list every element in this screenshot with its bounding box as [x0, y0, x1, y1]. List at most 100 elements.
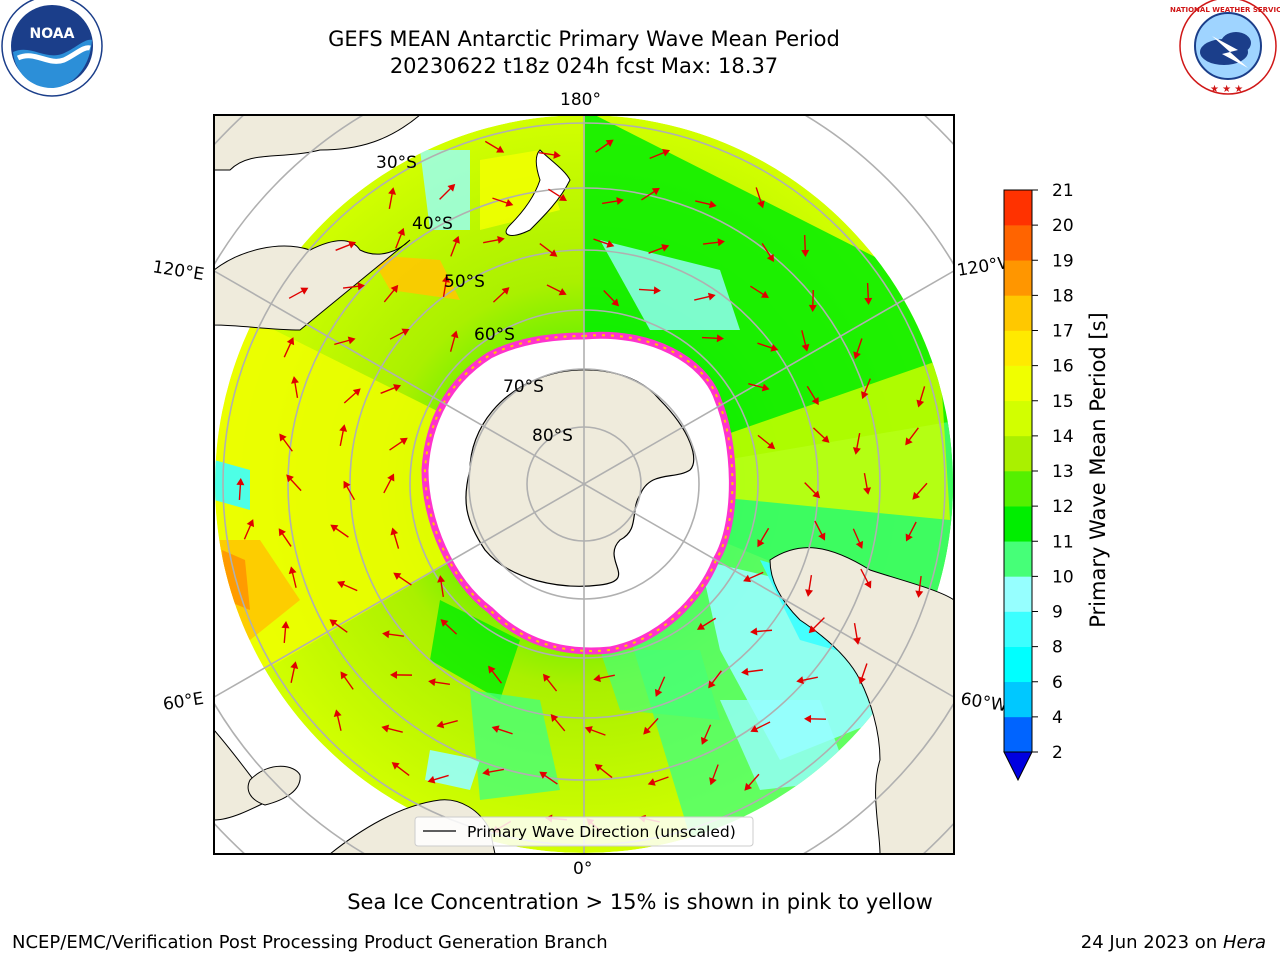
lat-label-80s: 80°S	[532, 426, 573, 446]
wave-arrow-head	[818, 532, 826, 541]
wave-arrow-head	[333, 709, 342, 718]
colorbar-tick-label: 21	[1052, 181, 1074, 201]
wave-arrow-head	[281, 621, 290, 629]
wave-arrow-head	[390, 527, 399, 536]
colorbar-segment	[1004, 716, 1032, 753]
wave-arrow-head	[912, 491, 921, 500]
wave-arrow-head	[436, 720, 445, 729]
map-legend: Primary Wave Direction (unscaled)	[414, 816, 754, 847]
lat-label-40s: 40°S	[412, 214, 453, 234]
wave-arrow-head	[861, 391, 869, 400]
wave-arrow-head	[539, 771, 548, 779]
wave-arrow-head	[593, 674, 601, 683]
lon-label-60w: 60°W	[959, 689, 1009, 716]
wave-arrow-head	[549, 249, 558, 257]
colorbar: 2 4 6 8 9 10 11 12 13 14 15 16 17 18 19 20 21	[1003, 181, 1074, 782]
colorbar-segment	[1004, 190, 1032, 226]
colorbar-extend-arrow	[1003, 751, 1033, 782]
wave-arrow-head	[558, 193, 567, 201]
nws-stars: ★ ★ ★	[1210, 84, 1243, 95]
colorbar-segment	[1004, 611, 1032, 647]
wave-arrow-head	[761, 383, 770, 392]
wave-arrow-head	[696, 622, 705, 630]
wave-arrow-head	[246, 519, 255, 528]
colorbar-tick-label: 17	[1052, 322, 1074, 342]
wave-arrow-head	[390, 284, 399, 293]
wave-arrow-head	[340, 671, 348, 680]
wave-arrow	[746, 773, 760, 789]
wave-arrow-head	[348, 241, 357, 249]
colorbar-segment	[1004, 365, 1032, 402]
wave-arrow-head	[915, 590, 924, 598]
footer-machine: Hera	[1222, 932, 1266, 953]
wave-arrow-head	[808, 625, 817, 634]
legend-label: Primary Wave Direction (unscaled)	[467, 823, 736, 841]
colorbar-segment	[1004, 295, 1032, 331]
wave-arrow-head	[653, 286, 661, 295]
wave-arrow-head	[330, 524, 339, 532]
colorbar-tick-label: 12	[1052, 497, 1074, 517]
noaa-logo-text: NOAA	[30, 26, 75, 42]
wave-arrow-head	[707, 292, 716, 301]
wave-arrow	[801, 330, 807, 348]
wave-arrow-head	[741, 667, 749, 676]
wave-arrow-head	[651, 187, 660, 196]
colorbar-label: Primary Wave Mean Period [s]	[1086, 312, 1110, 628]
colorbar-tick-label: 9	[1052, 603, 1063, 623]
colorbar-segment	[1004, 330, 1032, 366]
wave-arrow-head	[643, 726, 651, 735]
wave-arrow-head	[428, 678, 436, 687]
wave-arrow	[383, 476, 393, 494]
wave-arrow	[645, 717, 659, 733]
wave-arrow-head	[616, 197, 624, 205]
wave-arrow-head	[916, 399, 925, 408]
wave-arrow	[753, 629, 773, 633]
colorbar-segment	[1004, 471, 1032, 507]
wave-arrow-head	[382, 630, 390, 639]
wave-arrow	[288, 289, 306, 299]
wave-arrow-head	[864, 580, 872, 589]
colorbar-tick-label: 6	[1052, 673, 1063, 693]
wave-arrow-head	[553, 150, 561, 159]
colorbar-segment	[1004, 646, 1032, 683]
wave-arrow-head	[236, 478, 245, 486]
wave-arrow-head	[381, 724, 390, 733]
wave-arrow-head	[853, 351, 861, 360]
wave-arrow-head	[401, 328, 410, 336]
wave-arrow	[291, 570, 297, 588]
sea-ice-note: Sea Ice Concentration > 15% is shown in …	[347, 890, 933, 914]
lon-label-120e: 120°E	[151, 257, 205, 285]
wave-arrow-head	[447, 183, 456, 192]
footer-date: 24 Jun 2023 on Hera	[1081, 932, 1266, 953]
footer-date-text: 24 Jun 2023 on	[1080, 932, 1223, 953]
colorbar-tick-label: 2	[1052, 743, 1063, 763]
wave-arrow	[449, 334, 457, 352]
colorbar-tick-label: 4	[1052, 708, 1063, 728]
wave-arrow-head	[852, 447, 861, 455]
wave-arrow-head	[558, 288, 567, 296]
colorbar-tick-label: 19	[1052, 251, 1074, 271]
colorbar-tick-label: 11	[1052, 532, 1074, 552]
wave-arrow-head	[796, 676, 804, 685]
wave-arrow	[800, 676, 818, 682]
wave-arrow-head	[291, 376, 299, 384]
noaa-logo: NOAA	[1, 0, 103, 97]
wave-arrow-head	[393, 384, 402, 392]
nws-logo-text: NATIONAL WEATHER SERVICE	[1170, 6, 1280, 14]
wave-arrow-head	[821, 435, 830, 443]
wave-arrow-head	[605, 139, 614, 147]
wave-arrow-head	[744, 782, 753, 791]
wave-arrow-head	[497, 235, 505, 244]
map-area: 30°S 40°S 50°S 60°S 70°S 80°S Primary Wa…	[214, 115, 954, 854]
wave-arrow-head	[542, 673, 551, 682]
wave-arrow-head	[905, 437, 913, 446]
wave-arrow-head	[812, 490, 821, 499]
wave-arrow-head	[290, 661, 299, 669]
wave-arrow-head	[708, 680, 716, 689]
wave-arrow-head	[550, 714, 559, 722]
wave-arrow-head	[662, 149, 671, 157]
colorbar-segment	[1004, 506, 1032, 542]
wave-arrow-head	[584, 726, 593, 734]
wave-arrow	[597, 674, 615, 680]
wave-arrow-head	[743, 574, 752, 583]
